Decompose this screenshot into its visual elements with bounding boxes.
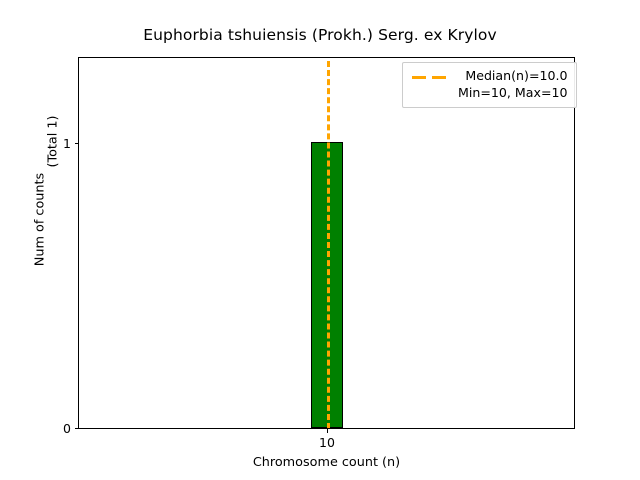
legend-median-label: Median(n)=10.0: [465, 68, 568, 83]
x-axis-label: Chromosome count (n): [252, 455, 401, 470]
y-tick-label-0: 0: [63, 421, 71, 436]
plot-area: 0 1 10 Median(n)=10.0 Min=10, Max=10: [63, 57, 577, 450]
legend[interactable]: Median(n)=10.0 Min=10, Max=10: [402, 62, 577, 108]
y-tick-mark-1: [75, 143, 79, 144]
legend-text-group: Median(n)=10.0 Min=10, Max=10: [458, 68, 568, 101]
plot-clip: [79, 58, 574, 428]
x-tick-label-10: 10: [319, 435, 335, 450]
legend-dashed-line-icon: [411, 69, 449, 86]
chart-title: Euphorbia tshuiensis (Prokh.) Serg. ex K…: [143, 26, 497, 44]
y-tick-mark-0: [75, 428, 79, 429]
x-tick-mark-10: [327, 429, 328, 433]
legend-minmax-label: Min=10, Max=10: [458, 84, 568, 100]
y-tick-label-1: 1: [63, 136, 71, 151]
median-line: [327, 61, 330, 428]
